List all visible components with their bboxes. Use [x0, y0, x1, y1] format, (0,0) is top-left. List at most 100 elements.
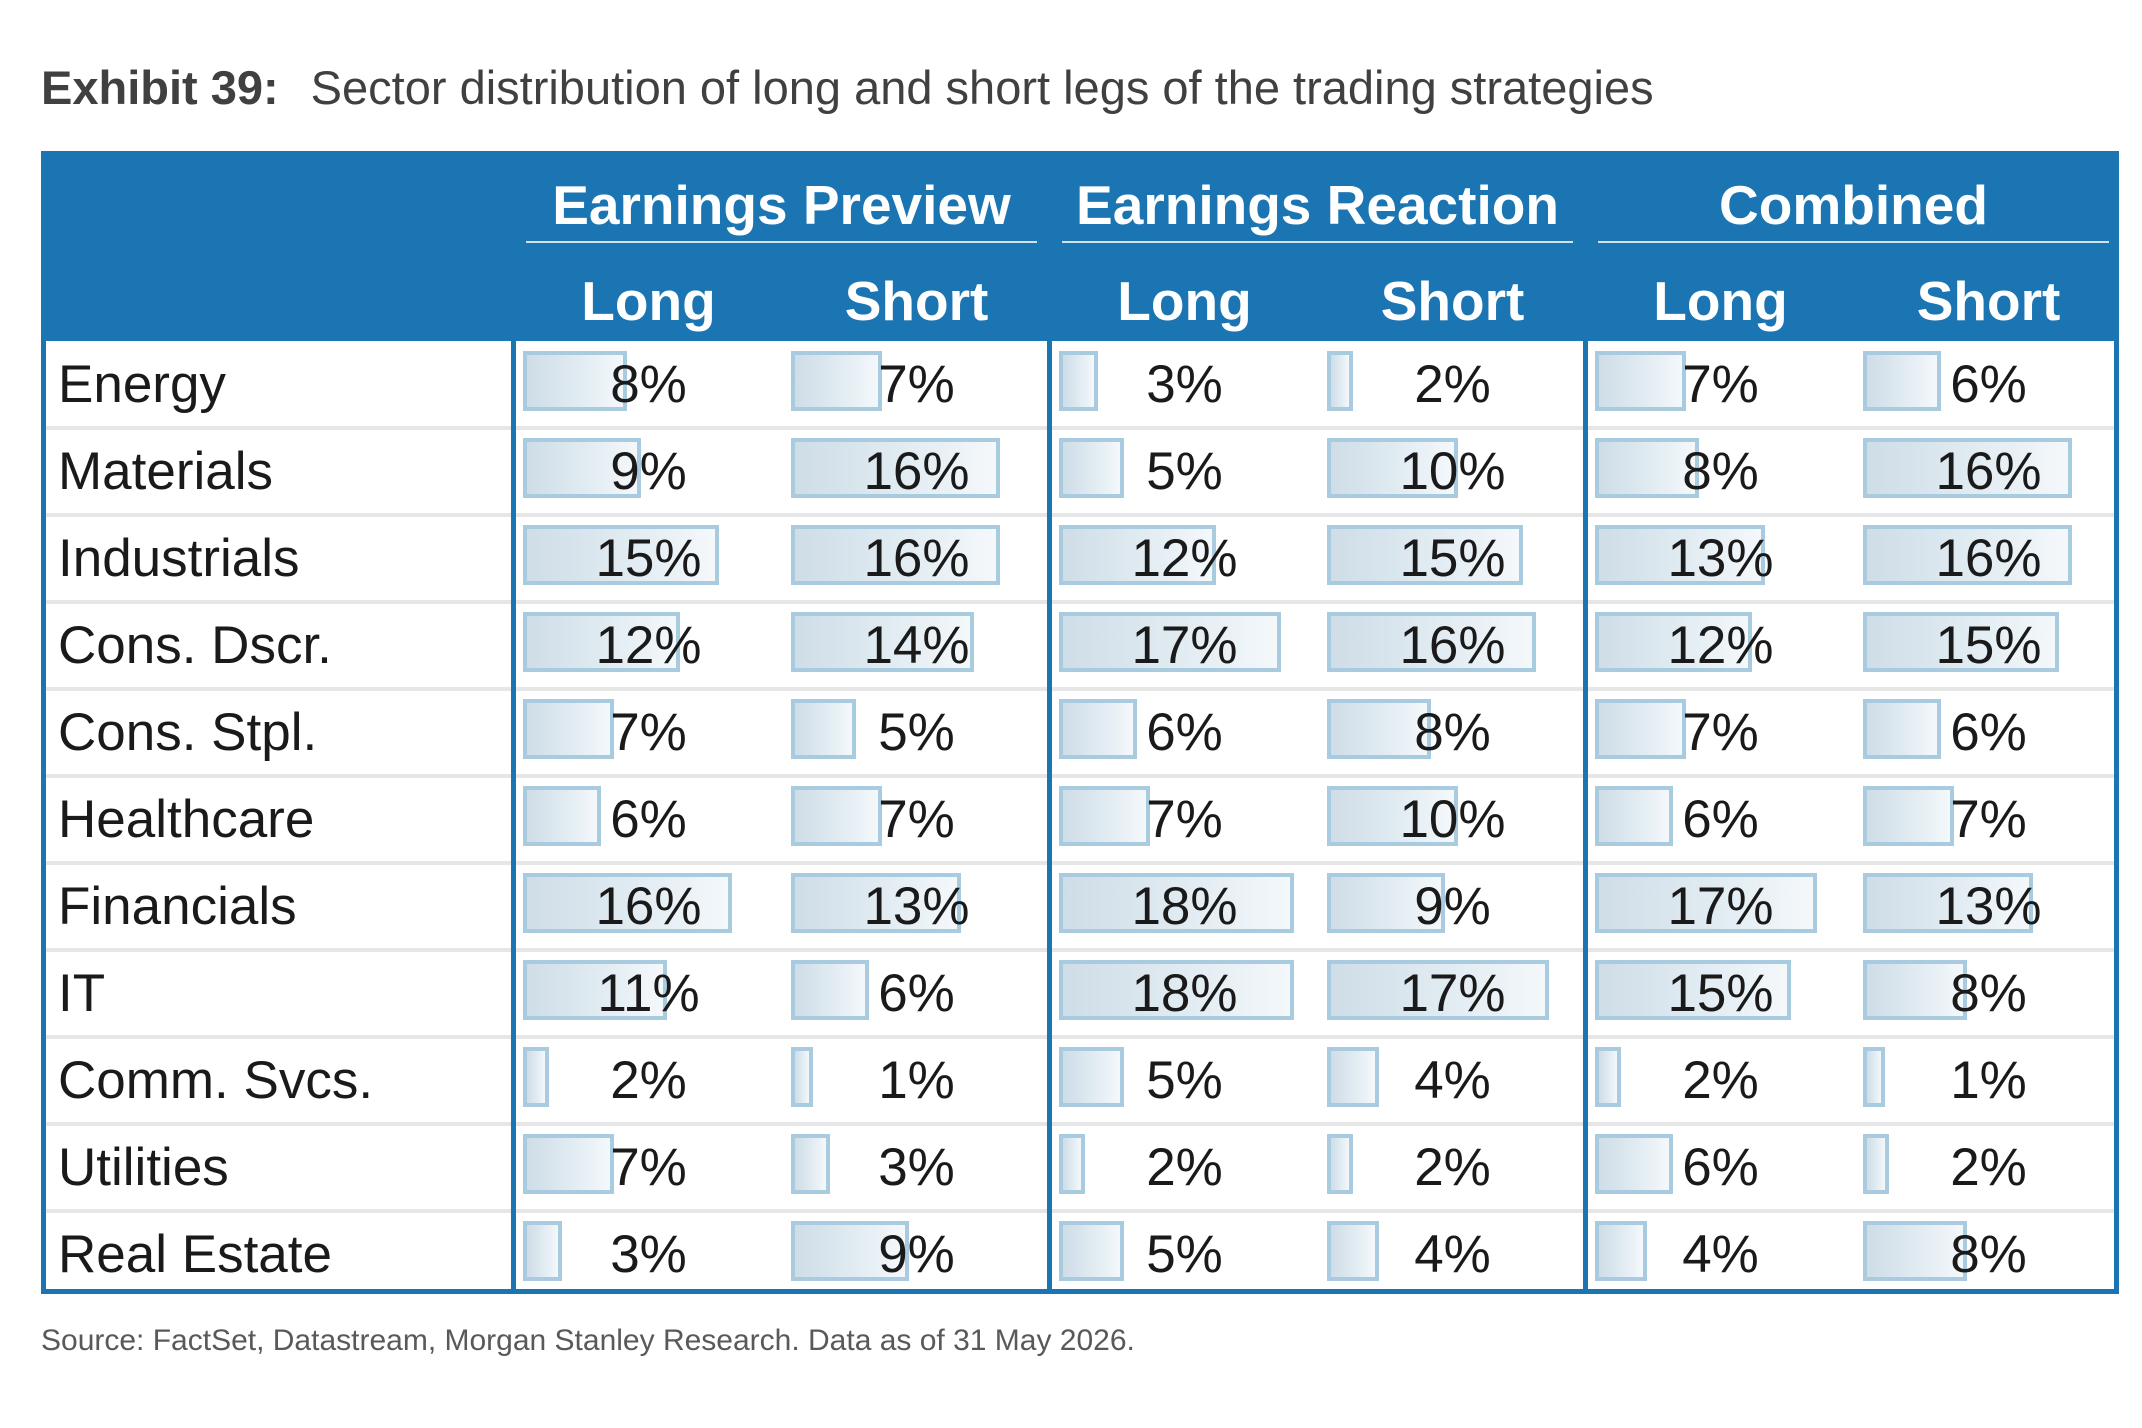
value-label: 15% — [1399, 529, 1506, 588]
table-row: IT 11% 6% 18% 17% 15% 8% — [46, 950, 2114, 1037]
row-divider — [46, 1122, 2114, 1126]
value-cell: 17% — [1052, 602, 1317, 689]
value-label: 17% — [1399, 964, 1506, 1023]
value-cell: 4% — [1588, 1211, 1853, 1289]
value-cell: 2% — [1856, 1124, 2114, 1211]
value-cell: 16% — [784, 515, 1049, 602]
table-row: Healthcare 6% 7% 7% 10% 6% 7% — [46, 776, 2114, 863]
value-bar — [1863, 699, 1941, 759]
value-label: 8% — [1682, 442, 1759, 501]
value-bar — [1863, 1221, 1967, 1281]
value-cell: 17% — [1588, 863, 1853, 950]
value-bar — [1595, 1134, 1673, 1194]
value-cell: 6% — [784, 950, 1049, 1037]
value-bar — [1863, 786, 1954, 846]
value-label: 12% — [1667, 616, 1774, 675]
value-bar — [1595, 786, 1673, 846]
value-bar — [523, 1047, 549, 1107]
value-cell: 5% — [1052, 428, 1317, 515]
value-bar — [523, 873, 732, 933]
value-label: 2% — [1414, 1138, 1491, 1197]
value-label: 4% — [1682, 1225, 1759, 1284]
sector-label: IT — [58, 964, 106, 1023]
value-bar — [1059, 1221, 1124, 1281]
value-bar — [1863, 1134, 1889, 1194]
value-cell: 7% — [1856, 776, 2114, 863]
value-bar — [523, 351, 627, 411]
sector-label: Materials — [58, 442, 274, 501]
value-cell: 12% — [1588, 602, 1853, 689]
table-row: Cons. Dscr. 12% 14% 17% 16% 12% 15% — [46, 602, 2114, 689]
value-cell: 6% — [516, 776, 781, 863]
value-bar — [1863, 1047, 1885, 1107]
value-cell: 9% — [1320, 863, 1585, 950]
value-bar — [791, 1134, 830, 1194]
value-cell: 13% — [784, 863, 1049, 950]
value-bar — [791, 786, 882, 846]
value-label: 6% — [1682, 1138, 1759, 1197]
value-cell: 8% — [1856, 1211, 2114, 1289]
value-label: 3% — [1146, 355, 1223, 414]
value-cell: 17% — [1320, 950, 1585, 1037]
value-bar — [1595, 699, 1686, 759]
value-label: 13% — [1935, 877, 2042, 936]
value-bar — [523, 438, 641, 498]
value-cell: 6% — [1588, 1124, 1853, 1211]
value-cell: 7% — [1052, 776, 1317, 863]
value-cell: 15% — [1320, 515, 1585, 602]
row-divider — [46, 426, 2114, 430]
value-bar — [1059, 1047, 1124, 1107]
value-cell: 7% — [516, 689, 781, 776]
value-cell: 8% — [1856, 950, 2114, 1037]
value-label: 15% — [595, 529, 702, 588]
table-row: Comm. Svcs. 2% 1% 5% 4% 2% 1% — [46, 1037, 2114, 1124]
value-cell: 7% — [516, 1124, 781, 1211]
value-bar — [791, 1047, 813, 1107]
value-label: 12% — [595, 616, 702, 675]
value-bar — [1327, 1221, 1379, 1281]
value-bar — [523, 786, 601, 846]
value-bar — [1595, 1221, 1647, 1281]
value-label: 6% — [878, 964, 955, 1023]
value-bar — [1863, 960, 1967, 1020]
value-bar — [1595, 351, 1686, 411]
value-cell: 6% — [1052, 689, 1317, 776]
value-cell: 2% — [516, 1037, 781, 1124]
value-cell: 16% — [516, 863, 781, 950]
value-bar — [1059, 1134, 1085, 1194]
value-cell: 5% — [784, 689, 1049, 776]
value-cell: 2% — [1052, 1124, 1317, 1211]
value-cell: 6% — [1588, 776, 1853, 863]
value-label: 3% — [610, 1225, 687, 1284]
value-bar — [791, 525, 1000, 585]
value-label: 3% — [878, 1138, 955, 1197]
table-row: Real Estate 3% 9% 5% 4% 4% 8% — [46, 1211, 2114, 1289]
value-label: 16% — [863, 442, 970, 501]
value-cell: 6% — [1856, 341, 2114, 428]
value-bar — [1595, 612, 1752, 672]
value-cell: 9% — [516, 428, 781, 515]
value-bar — [1595, 525, 1765, 585]
row-divider — [46, 687, 2114, 691]
value-label: 7% — [878, 790, 955, 849]
value-cell: 13% — [1588, 515, 1853, 602]
value-bar — [1863, 873, 2033, 933]
value-bar — [791, 960, 869, 1020]
group-header-combined: Combined — [1719, 174, 1988, 236]
value-label: 12% — [1131, 529, 1238, 588]
table-row: Energy 8% 7% 3% 2% 7% 6% — [46, 341, 2114, 428]
value-cell: 7% — [784, 341, 1049, 428]
table-row: Cons. Stpl. 7% 5% 6% 8% 7% 6% — [46, 689, 2114, 776]
value-cell: 4% — [1320, 1037, 1585, 1124]
value-label: 13% — [1667, 529, 1774, 588]
value-cell: 2% — [1588, 1037, 1853, 1124]
row-divider — [46, 1035, 2114, 1039]
column-header-earnings-reaction-short: Short — [1380, 270, 1525, 332]
value-bar — [1059, 438, 1124, 498]
value-label: 5% — [1146, 1225, 1223, 1284]
value-bar — [1327, 873, 1445, 933]
value-label: 8% — [610, 355, 687, 414]
value-cell: 8% — [1320, 689, 1585, 776]
value-bar — [791, 351, 882, 411]
value-bar — [1327, 438, 1458, 498]
